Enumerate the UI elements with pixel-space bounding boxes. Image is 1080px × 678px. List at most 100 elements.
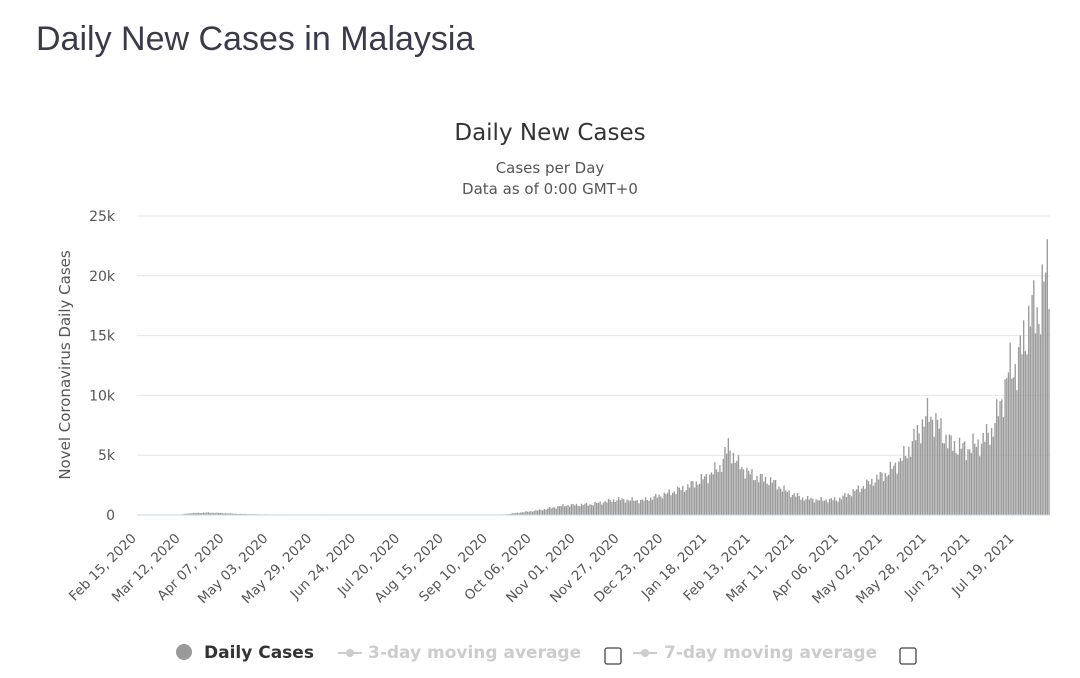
bar [682, 485, 684, 515]
bar [655, 493, 657, 515]
bar [1001, 399, 1003, 515]
bar [781, 491, 784, 515]
bar [796, 492, 799, 515]
bar [830, 498, 832, 515]
bar [896, 473, 898, 515]
bar [725, 453, 728, 515]
bar [790, 497, 792, 515]
bar [930, 416, 932, 515]
y-tick-label: 5k [98, 448, 116, 464]
bar [1002, 417, 1005, 515]
bar [825, 499, 827, 515]
bar [752, 480, 755, 515]
bar [999, 401, 1001, 515]
bar [511, 513, 513, 515]
bar [542, 510, 544, 515]
bar [548, 507, 551, 515]
bar [648, 500, 650, 515]
bar [916, 424, 919, 515]
bar [869, 484, 871, 515]
bar [607, 498, 610, 515]
bar [668, 489, 670, 515]
bar [1006, 377, 1008, 515]
bar [579, 506, 581, 515]
bar [849, 494, 851, 515]
bar [520, 512, 522, 515]
bar [994, 423, 996, 515]
bar [872, 485, 875, 515]
bar [952, 450, 954, 515]
bar [550, 508, 552, 515]
bar [523, 512, 525, 515]
legend-item-7-day-average[interactable]: 7-day moving average [633, 643, 917, 665]
bar [687, 484, 689, 515]
bar [221, 512, 223, 515]
bar [822, 500, 824, 515]
bar [996, 399, 998, 515]
bar [211, 512, 213, 515]
legend-line-marker-icon [633, 649, 657, 657]
bar [628, 500, 630, 515]
bar [616, 500, 618, 515]
bar [552, 507, 554, 515]
bar [1021, 354, 1023, 515]
bar [218, 512, 220, 515]
bar [1024, 351, 1027, 515]
bar [783, 485, 785, 515]
bar [788, 490, 790, 515]
bar [228, 513, 230, 515]
bar [957, 454, 959, 515]
bar [651, 499, 654, 515]
bar [844, 493, 846, 515]
bar [705, 474, 708, 515]
bar [749, 474, 751, 515]
bar [663, 492, 665, 515]
legend-checkbox-3-day[interactable] [604, 647, 622, 665]
bar [979, 456, 981, 515]
bar [597, 502, 600, 515]
bar [592, 505, 595, 515]
bar [754, 480, 757, 515]
bar [758, 482, 760, 515]
legend-label-3-day-average: 3-day moving average [368, 643, 581, 663]
bar [801, 497, 804, 515]
bar [621, 498, 623, 515]
bar [590, 504, 593, 515]
bar [594, 501, 596, 515]
bar [1009, 342, 1011, 515]
bar [612, 499, 615, 515]
legend-item-3-day-average[interactable]: 3-day moving average [338, 643, 622, 665]
bar [911, 441, 913, 515]
bar [614, 501, 616, 515]
bar [768, 485, 770, 515]
bar [528, 511, 530, 515]
bar [812, 498, 814, 515]
bar [525, 511, 527, 515]
bar [712, 474, 714, 515]
bar [877, 479, 880, 515]
bar [1019, 335, 1021, 515]
bar [526, 511, 529, 515]
bar [992, 436, 994, 515]
bar [832, 500, 834, 515]
bar [665, 494, 667, 515]
bar [582, 505, 584, 515]
bar [601, 504, 603, 515]
legend-checkbox-7-day[interactable] [899, 647, 917, 665]
bar [187, 513, 189, 515]
bar [850, 496, 853, 515]
bar [1033, 280, 1035, 515]
bar [803, 500, 805, 515]
bar [707, 483, 709, 515]
bar [958, 437, 961, 515]
legend-item-daily-cases[interactable]: Daily Cases [176, 643, 314, 663]
y-axis-label: Novel Coronavirus Daily Cases [56, 250, 74, 480]
bar [776, 489, 778, 515]
bar [970, 453, 973, 515]
bar [800, 499, 802, 515]
bar [229, 513, 232, 515]
bar [521, 512, 524, 515]
bar [982, 433, 984, 515]
bar [589, 504, 591, 515]
bar [660, 496, 662, 515]
